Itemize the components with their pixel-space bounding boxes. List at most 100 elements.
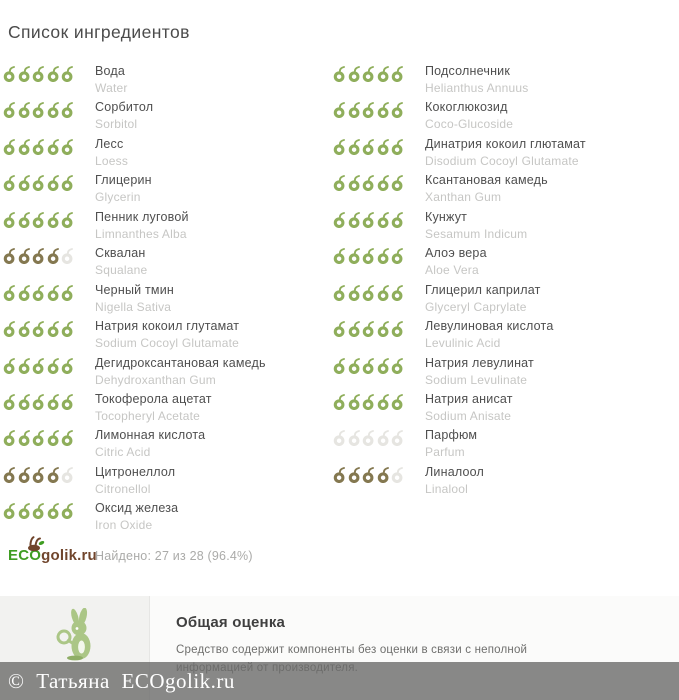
berry-rating-icon — [377, 357, 389, 374]
ingredient-name[interactable]: Лесс — [95, 136, 124, 151]
ingredient-row: Глицерил каприлат Glyceryl Caprylate — [333, 283, 663, 319]
berry-rating-icon — [32, 138, 44, 155]
berry-rating-icon — [348, 102, 360, 119]
berry-rating-icon — [333, 175, 345, 192]
ingredient-name[interactable]: Левулиновая кислота — [425, 319, 554, 334]
berry-rating-icon — [47, 321, 59, 338]
ingredient-row: Левулиновая кислота Levulinic Acid — [333, 319, 663, 355]
berry-rating-icon — [61, 248, 73, 265]
ingredient-name[interactable]: Цитронеллол — [95, 464, 176, 479]
ingredient-rating — [333, 319, 425, 338]
berry-rating-icon — [47, 430, 59, 447]
ingredient-names: Линалоол Linalool — [425, 465, 484, 495]
ingredient-row: Оксид железа Iron Oxide — [3, 501, 333, 537]
ingredient-rating — [3, 173, 95, 192]
ingredient-rating — [333, 465, 425, 483]
ingredient-rating — [3, 392, 95, 410]
berry-rating-icon — [348, 211, 360, 228]
ingredient-name[interactable]: Сорбитол — [95, 100, 154, 115]
ingredient-name[interactable]: Линалоол — [425, 464, 484, 479]
berry-rating-icon — [377, 466, 389, 483]
ingredient-rating — [3, 64, 95, 82]
berry-rating-icon — [391, 393, 403, 410]
ingredient-rating — [3, 246, 95, 265]
ingredient-name[interactable]: Вода — [95, 64, 126, 78]
berry-rating-icon — [32, 357, 44, 374]
berry-rating-icon — [32, 466, 44, 483]
berry-rating-icon — [18, 466, 30, 483]
ingredient-row: Лесс Loess — [3, 137, 333, 173]
ingredient-name[interactable]: Сквалан — [95, 246, 146, 261]
berry-rating-icon — [47, 248, 59, 265]
ingredient-name[interactable]: Алоэ вера — [425, 246, 487, 261]
berry-rating-icon — [47, 138, 59, 155]
berry-rating-icon — [18, 248, 30, 265]
ecogolik-logo[interactable]: ECOgolik.ru — [8, 535, 97, 565]
ingredient-rating — [3, 210, 95, 228]
ingredient-name[interactable]: Токоферола ацетат — [95, 391, 212, 406]
berry-rating-icon — [18, 211, 30, 228]
ingredient-name[interactable]: Оксид железа — [95, 501, 179, 516]
ingredient-latin-name: Aloe Vera — [425, 263, 479, 278]
ingredient-row: Ксантановая камедь Xanthan Gum — [333, 173, 663, 209]
berry-rating-icon — [32, 66, 44, 82]
berry-rating-icon — [391, 357, 403, 374]
berry-rating-icon — [362, 248, 374, 265]
berry-rating-icon — [333, 211, 345, 228]
ingredient-names: Левулиновая кислота Levulinic Acid — [425, 319, 554, 351]
berry-rating-icon — [61, 430, 73, 447]
ingredient-rating — [3, 319, 95, 338]
ingredient-row: Сквалан Squalane — [3, 246, 333, 282]
berry-rating-icon — [18, 321, 30, 338]
berry-rating-icon — [348, 321, 360, 338]
berry-rating-icon — [3, 466, 15, 483]
ingredient-name[interactable]: Кунжут — [425, 209, 468, 224]
ingredient-latin-name: Xanthan Gum — [425, 190, 502, 205]
ingredient-name[interactable]: Лимонная кислота — [95, 428, 206, 443]
ingredient-latin-name: Levulinic Acid — [425, 336, 501, 351]
berry-rating-icon — [362, 102, 374, 119]
ingredient-name[interactable]: Пенник луговой — [95, 209, 189, 224]
logo-text: ECOgolik.ru — [8, 547, 97, 564]
ingredient-name[interactable]: Дегидроксантановая камедь — [95, 355, 266, 370]
ingredient-name[interactable]: Динатрия кокоил глютамат — [425, 136, 586, 151]
found-count-text: Найдено: 27 из 28 (96.4%) — [95, 548, 253, 563]
berry-rating-icon — [18, 102, 30, 119]
berry-rating-icon — [32, 503, 44, 520]
ingredient-name[interactable]: Натрия левулинат — [425, 355, 534, 370]
ingredient-rating — [3, 501, 95, 520]
berry-rating-icon — [3, 211, 15, 228]
ingredient-latin-name: Loess — [95, 153, 129, 168]
ingredient-name[interactable]: Подсолнечник — [425, 64, 511, 78]
berry-rating-icon — [362, 138, 374, 155]
berry-rating-icon — [3, 284, 15, 301]
ingredient-rating — [333, 100, 425, 119]
ingredient-name[interactable]: Ксантановая камедь — [425, 173, 548, 188]
berry-rating-icon — [391, 466, 403, 483]
berry-rating-icon — [18, 284, 30, 301]
ingredient-names: Сорбитол Sorbitol — [95, 100, 154, 131]
berry-rating-icon — [61, 503, 73, 520]
berry-rating-icon — [391, 138, 403, 155]
ingredient-names: Натрия левулинат Sodium Levulinate — [425, 356, 534, 386]
berry-rating-icon — [18, 393, 30, 410]
ingredient-name[interactable]: Глицерин — [95, 173, 152, 188]
berry-rating-icon — [18, 138, 30, 155]
berry-rating-icon — [362, 284, 374, 301]
ingredient-rating — [3, 465, 95, 483]
ingredient-name[interactable]: Черный тмин — [95, 282, 174, 297]
ingredient-names: Натрия анисат Sodium Anisate — [425, 392, 513, 422]
ingredient-name[interactable]: Кокоглюкозид — [425, 100, 508, 115]
berry-rating-icon — [333, 393, 345, 410]
ingredient-name[interactable]: Парфюм — [425, 428, 478, 443]
ingredient-name[interactable]: Натрия кокоил глутамат — [95, 319, 240, 334]
ingredient-name[interactable]: Глицерил каприлат — [425, 282, 541, 297]
berry-rating-icon — [32, 102, 44, 119]
berry-rating-icon — [61, 357, 73, 374]
watermark-text: © Татьяна ECOgolik.ru — [8, 669, 235, 693]
berry-rating-icon — [333, 357, 345, 374]
ingredient-row: Глицерин Glycerin — [3, 173, 333, 209]
ingredient-name[interactable]: Натрия анисат — [425, 391, 513, 406]
ingredient-latin-name: Sodium Anisate — [425, 408, 512, 423]
ingredient-latin-name: Tocopheryl Acetate — [95, 408, 200, 423]
